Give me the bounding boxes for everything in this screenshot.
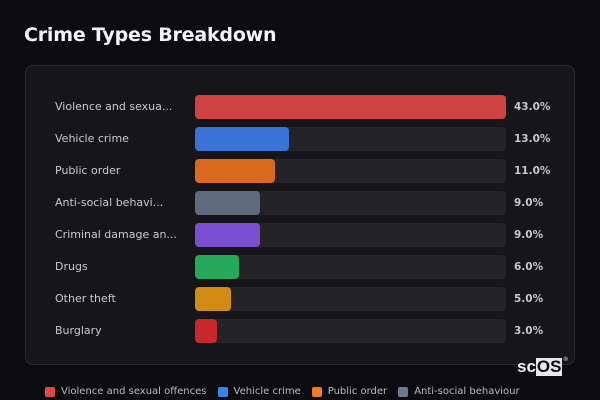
chart-card: Violence and sexua... 43.0% Vehicle crim… bbox=[25, 65, 575, 365]
legend-swatch-icon bbox=[311, 386, 322, 397]
category-label: Burglary bbox=[55, 324, 102, 337]
category-label: Public order bbox=[55, 164, 121, 177]
value-label: 5.0% bbox=[514, 293, 544, 305]
logo-prefix: sc bbox=[517, 357, 536, 376]
bar-row: Anti-social behavi... 9.0% bbox=[26, 191, 574, 215]
bar[interactable] bbox=[195, 95, 506, 119]
category-label: Drugs bbox=[55, 260, 88, 273]
value-label: 9.0% bbox=[514, 197, 544, 209]
page-title: Crime Types Breakdown bbox=[24, 24, 277, 46]
legend-swatch-icon bbox=[217, 386, 228, 397]
logo-boxed: OS bbox=[535, 357, 563, 376]
bar-track bbox=[195, 223, 506, 247]
legend-swatch-icon bbox=[45, 386, 55, 397]
bar-row: Burglary 3.0% bbox=[26, 319, 574, 343]
bar[interactable] bbox=[195, 127, 289, 151]
legend-label: Public order bbox=[327, 386, 388, 397]
value-label: 9.0% bbox=[514, 229, 544, 241]
chart-legend: Violence and sexual offences Vehicle cri… bbox=[45, 386, 531, 397]
bar-track bbox=[195, 287, 506, 311]
legend-label: Vehicle crime bbox=[233, 386, 301, 397]
value-label: 43.0% bbox=[514, 101, 551, 113]
category-label: Violence and sexua... bbox=[55, 100, 173, 113]
bar[interactable] bbox=[195, 287, 232, 311]
legend-item[interactable]: Public order bbox=[311, 386, 388, 397]
bar[interactable] bbox=[195, 255, 239, 279]
bar-track bbox=[195, 191, 506, 215]
legend-item[interactable]: Anti-social behaviour bbox=[398, 386, 520, 397]
legend-item[interactable]: Violence and sexual offences bbox=[45, 386, 207, 397]
bar-row: Vehicle crime 13.0% bbox=[26, 127, 574, 151]
bar-row: Violence and sexua... 43.0% bbox=[26, 95, 574, 119]
bar[interactable] bbox=[195, 319, 217, 343]
legend-item[interactable]: Vehicle crime bbox=[217, 386, 301, 397]
value-label: 11.0% bbox=[514, 165, 551, 177]
bar-track bbox=[195, 159, 506, 183]
value-label: 13.0% bbox=[514, 133, 551, 145]
bar-row: Drugs 6.0% bbox=[26, 255, 574, 279]
bar[interactable] bbox=[195, 159, 275, 183]
bar-row: Criminal damage an... 9.0% bbox=[26, 223, 574, 247]
category-label: Vehicle crime bbox=[55, 132, 129, 145]
category-label: Criminal damage an... bbox=[55, 228, 177, 241]
legend-label: Anti-social behaviour bbox=[414, 386, 520, 397]
bar-track bbox=[195, 319, 506, 343]
value-label: 3.0% bbox=[514, 325, 544, 337]
bar-track bbox=[195, 95, 506, 119]
bar-row: Other theft 5.0% bbox=[26, 287, 574, 311]
bar[interactable] bbox=[195, 191, 260, 215]
bar-track bbox=[195, 127, 506, 151]
legend-swatch-icon bbox=[398, 386, 409, 397]
registered-mark: ® bbox=[563, 357, 568, 363]
bar[interactable] bbox=[195, 223, 260, 247]
bar-row: Public order 11.0% bbox=[26, 159, 574, 183]
bar-track bbox=[195, 255, 506, 279]
legend-label: Violence and sexual offences bbox=[61, 386, 207, 397]
category-label: Other theft bbox=[55, 292, 116, 305]
value-label: 6.0% bbox=[514, 261, 544, 273]
watermark-logo: sc OS ® bbox=[517, 357, 568, 377]
category-label: Anti-social behavi... bbox=[55, 196, 164, 209]
